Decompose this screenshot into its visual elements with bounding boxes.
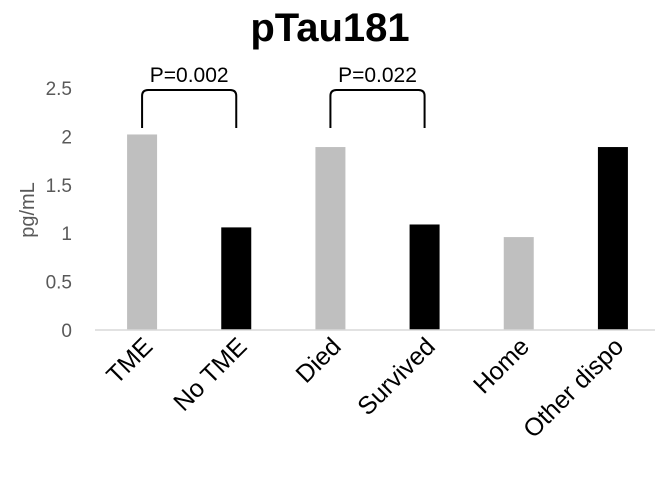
y-tick-label: 2	[61, 127, 72, 148]
bar-home	[503, 237, 534, 330]
y-axis-label: pg/mL	[17, 182, 39, 238]
y-tick-label: 1	[61, 224, 72, 245]
category-label: Home	[468, 332, 535, 399]
y-axis-ticks: 0 0.5 1 1.5 2 2.5	[46, 79, 72, 342]
chart-title: pTau181	[250, 6, 409, 50]
p-value-label: P=0.002	[150, 64, 229, 87]
significance-annotations: P=0.002 P=0.022	[141, 64, 426, 128]
category-label: TME	[101, 332, 158, 389]
bar-other-dispo	[597, 147, 628, 330]
y-tick-label: 1.5	[46, 176, 72, 197]
y-tick-label: 2.5	[46, 79, 72, 100]
category-label: Died	[290, 332, 346, 388]
significance-bracket	[329, 89, 426, 128]
p-value-label: P=0.022	[338, 64, 417, 87]
bar-died	[315, 147, 346, 330]
category-label: Survived	[352, 332, 441, 421]
category-label: No TME	[168, 332, 252, 416]
category-label: Other dispo	[518, 332, 629, 443]
bar-no-tme	[221, 227, 252, 330]
bar-survived	[409, 224, 440, 330]
significance-bracket	[141, 89, 238, 128]
y-tick-label: 0.5	[46, 273, 72, 294]
bar-tme	[127, 134, 158, 330]
bars	[127, 134, 628, 330]
y-tick-label: 0	[61, 321, 72, 342]
